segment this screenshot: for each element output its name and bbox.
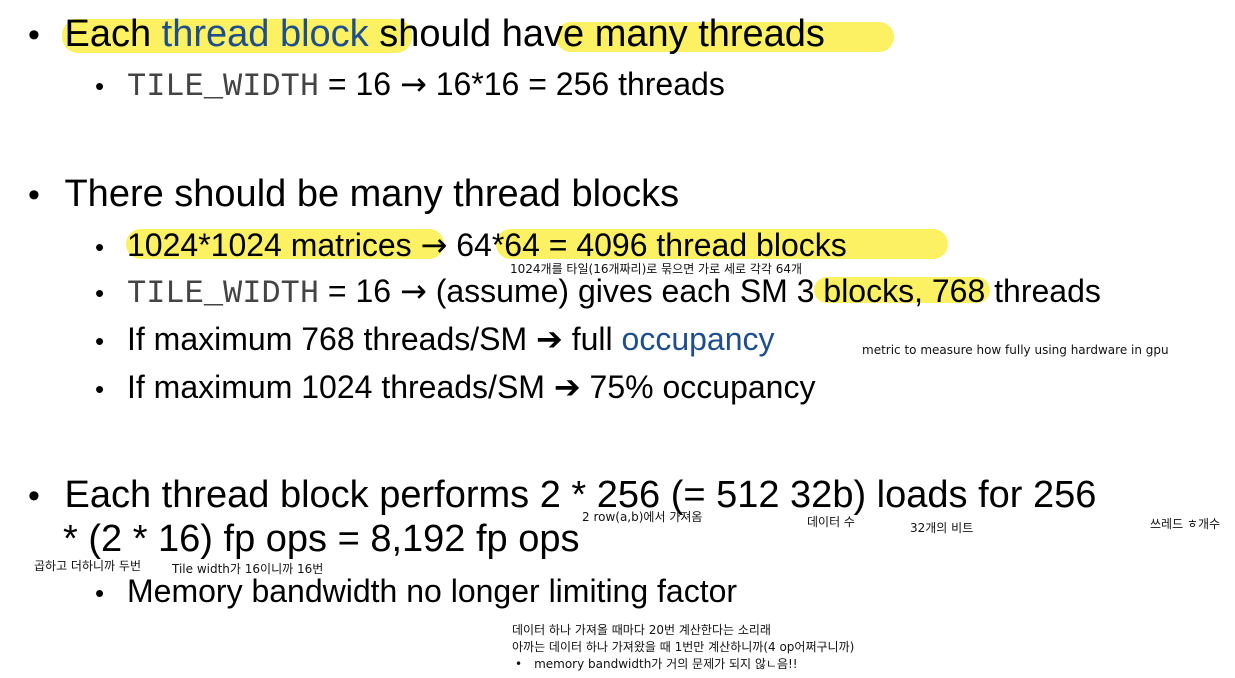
handwritten-note: 곱하고 더하니까 두번 <box>34 559 141 573</box>
sub-bullet-tile-width-threads: • TILE_WIDTH = 16 → 16*16 = 256 threads <box>95 65 725 106</box>
bullet-many-thread-blocks: • There should be many thread blocks <box>28 172 679 217</box>
handwritten-note: 데이터 하나 가져올 때마다 20번 계산한다는 소리래 <box>512 623 771 637</box>
tile-width-code: TILE_WIDTH <box>127 275 320 312</box>
bullet-dot: • <box>95 578 105 608</box>
bullet-dot: • <box>95 374 105 404</box>
sub-bullet-text: = 16 <box>319 66 400 102</box>
handwritten-note: 2 row(a,b)에서 가져옴 <box>582 510 703 524</box>
sub-bullet-sm-blocks: • TILE_WIDTH = 16 → (assume) gives each … <box>95 272 1101 313</box>
sub-bullet-text: 64*64 = 4096 thread blocks <box>447 227 847 263</box>
handwritten-note-bullet: • memory bandwidth가 거의 문제가 되지 않ㄴ음!! <box>515 657 798 672</box>
handwritten-note: 1024개를 타일(16개짜리)로 묶으면 가로 세로 각각 64개 <box>510 262 803 276</box>
bold-arrow-icon: ➔ <box>553 368 581 406</box>
sub-bullet-text: 16*16 = 256 threads <box>426 66 725 102</box>
bullet-loads-fp-ops: • Each thread block performs 2 * 256 (= … <box>28 473 1096 518</box>
bullet-text-part: Each <box>64 13 162 55</box>
sub-bullet-text: If maximum 768 threads/SM <box>127 321 537 357</box>
sub-bullet-text: (assume) gives each SM 3 blocks, 768 thr… <box>426 273 1101 309</box>
arrow-icon: → <box>399 65 427 103</box>
arrow-icon: → <box>399 272 427 310</box>
thread-block-term: thread block <box>161 13 369 55</box>
sub-bullet-75-occupancy: • If maximum 1024 threads/SM ➔ 75% occup… <box>95 368 815 408</box>
sub-bullet-memory-bandwidth: • Memory bandwidth no longer limiting fa… <box>95 572 737 612</box>
highlight-stroke <box>62 19 412 53</box>
sub-bullet-text: If maximum 1024 threads/SM <box>127 369 554 405</box>
highlight-stroke <box>814 277 990 303</box>
highlight-stroke <box>496 229 948 259</box>
bullet-dot: • <box>95 278 105 308</box>
handwritten-note: 쓰레드 ㅎ개수 <box>1150 517 1221 531</box>
bullet-dot: • <box>28 477 40 515</box>
bullet-dot: • <box>28 176 40 214</box>
sub-bullet-text: 1024*1024 matrices <box>127 227 421 263</box>
bullet-thread-block-threads: • Each thread block should have many thr… <box>28 12 825 57</box>
handwritten-note: Tile width가 16이니까 16번 <box>172 562 324 576</box>
bullet-text-part: should have many threads <box>368 13 825 55</box>
sub-bullet-text: = 16 <box>319 273 400 309</box>
bullet-dot: • <box>28 16 40 54</box>
handwritten-note: metric to measure how fully using hardwa… <box>862 343 1169 357</box>
tile-width-code: TILE_WIDTH <box>127 68 320 105</box>
note-text: memory bandwidth가 거의 문제가 되지 않ㄴ음!! <box>534 657 798 671</box>
handwritten-note: 아까는 데이터 하나 가져왔을 때 1번만 계산하니까(4 op어쩌구니까) <box>512 640 855 654</box>
sub-bullet-text: Memory bandwidth no longer limiting fact… <box>127 573 738 609</box>
highlight-stroke <box>126 229 444 259</box>
highlight-stroke <box>556 22 894 52</box>
bullet-text: There should be many thread blocks <box>64 173 680 215</box>
sub-bullet-text: 75% occupancy <box>580 369 816 405</box>
bullet-dot: • <box>95 232 105 262</box>
bullet-loads-fp-ops-continued: * (2 * 16) fp ops = 8,192 fp ops <box>63 517 580 561</box>
bullet-dot: • <box>515 657 523 671</box>
bullet-dot: • <box>95 71 105 101</box>
bullet-dot: • <box>95 326 105 356</box>
handwritten-note: 데이터 수 <box>807 515 855 529</box>
handwritten-note: 32개의 비트 <box>910 521 974 535</box>
bold-arrow-icon: ➔ <box>536 320 563 358</box>
occupancy-term: occupancy <box>621 321 775 357</box>
bullet-text-line: Each thread block performs 2 * 256 (= 51… <box>64 474 1097 516</box>
sub-bullet-text: full <box>562 321 622 357</box>
sub-bullet-matrices: • 1024*1024 matrices → 64*64 = 4096 thre… <box>95 226 847 266</box>
arrow-icon: → <box>420 226 448 264</box>
bullet-text-line: * (2 * 16) fp ops = 8,192 fp ops <box>63 518 580 560</box>
sub-bullet-full-occupancy: • If maximum 768 threads/SM ➔ full occup… <box>95 320 775 360</box>
